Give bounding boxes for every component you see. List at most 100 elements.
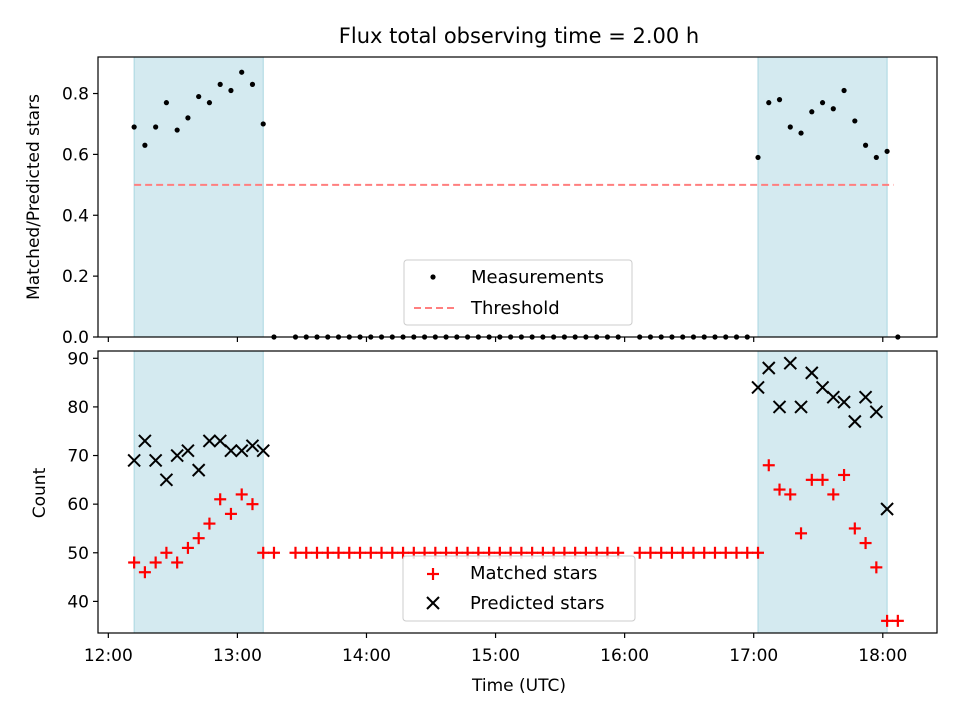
predicted-stars-point — [869, 405, 884, 419]
predicted-stars-point — [837, 395, 851, 409]
matched-stars-point — [300, 546, 313, 559]
legend-measurements-label: Measurements — [471, 267, 604, 288]
x-tick-label: 18:00 — [858, 646, 907, 666]
matched-stars-point — [246, 498, 259, 511]
y-ticks-ratio: 0.0 0.2 0.4 0.6 0.8 — [62, 85, 98, 348]
matched-stars-point — [784, 488, 797, 501]
predicted-stars-point — [794, 400, 808, 414]
y-tick-label: 70 — [67, 447, 89, 467]
predicted-stars-point — [213, 434, 227, 448]
matched-stars-point — [128, 556, 141, 569]
measurement-point — [798, 130, 804, 136]
legend-matched-marker — [427, 568, 439, 580]
x-tick-label: 13:00 — [213, 646, 262, 666]
predicted-stars-point — [127, 453, 141, 468]
matched-stars-point — [795, 527, 808, 540]
measurement-point — [776, 97, 783, 103]
x-tick-label: 17:00 — [729, 646, 778, 666]
measurement-points — [131, 69, 901, 340]
matched-stars-point — [332, 546, 345, 559]
matched-stars-point — [644, 546, 657, 559]
matched-stars-point — [160, 546, 173, 559]
measurement-point — [153, 124, 159, 130]
matched-stars-point — [375, 546, 388, 559]
y-tick-label: 0.0 — [62, 328, 89, 348]
measurement-point — [809, 109, 815, 115]
y-tick-label: 40 — [67, 592, 89, 612]
x-tick-label: 14:00 — [342, 646, 391, 666]
predicted-stars-point — [202, 434, 217, 448]
matched-stars-point — [741, 546, 754, 559]
matched-stars-point — [708, 546, 721, 559]
matched-stars-point — [149, 556, 162, 569]
matched-stars-point — [257, 546, 270, 559]
predicted-stars-point — [234, 443, 249, 458]
x-ticks-top — [107, 337, 884, 342]
measurement-point — [787, 124, 793, 130]
matched-stars-point — [891, 614, 904, 627]
measurement-point — [217, 81, 223, 87]
measurement-point — [163, 100, 170, 106]
matched-stars-point — [203, 517, 216, 530]
measurement-point — [228, 87, 234, 94]
matched-stars-point — [181, 541, 194, 554]
y-tick-label: 0.8 — [62, 85, 89, 105]
legend-bottom: Matched stars Predicted stars — [402, 555, 636, 622]
measurement-point — [174, 127, 180, 133]
legend-predicted-label: Predicted stars — [470, 593, 604, 614]
flux-ratio-panel: Flux total observing time = 2.00 h Match… — [24, 24, 938, 348]
predicted-stars-point — [148, 453, 163, 468]
matched-stars-point — [633, 546, 646, 559]
predicted-stars-point — [826, 390, 841, 404]
predicted-stars-point — [245, 439, 260, 453]
matched-stars-point — [171, 556, 184, 569]
y-axis-label-ratio: Matched/Predicted stars — [24, 94, 44, 300]
measurement-point — [206, 100, 213, 106]
measurement-point — [884, 148, 890, 154]
predicted-stars-point — [224, 443, 238, 458]
matched-stars-point — [687, 546, 700, 559]
measurement-point — [249, 81, 256, 87]
predicted-stars-point — [783, 356, 797, 370]
legend-top: Measurements Threshold — [403, 259, 633, 326]
matched-stars-point — [762, 459, 775, 472]
matched-stars-point — [289, 546, 302, 559]
measurement-point — [841, 87, 847, 94]
matched-stars-point — [665, 546, 678, 559]
matched-stars-point — [730, 546, 743, 559]
legend-matched-label: Matched stars — [470, 563, 597, 584]
y-tick-label: 80 — [67, 398, 89, 418]
y-tick-label: 60 — [67, 495, 89, 515]
matched-stars-point — [224, 507, 237, 520]
y-tick-label: 90 — [67, 349, 89, 369]
observation-window-1 — [134, 57, 264, 337]
legend-threshold-label: Threshold — [470, 298, 560, 319]
measurement-point — [873, 154, 879, 161]
matched-stars-point — [698, 546, 711, 559]
predicted-stars-point — [191, 463, 206, 477]
matched-stars-point — [267, 546, 280, 559]
matched-stars-point — [752, 546, 765, 559]
measurement-point — [819, 100, 826, 106]
plot-frame-top — [97, 56, 938, 338]
legend-predicted-marker — [426, 596, 440, 610]
y-tick-label: 0.2 — [62, 267, 89, 287]
matched-stars-point — [192, 532, 205, 545]
predicted-stars-point — [181, 443, 195, 458]
matched-stars-point — [870, 561, 883, 574]
chart-title: Flux total observing time = 2.00 h — [339, 24, 699, 48]
matched-stars-point — [321, 546, 334, 559]
matched-stars-point — [364, 546, 377, 559]
predicted-stars-point — [762, 361, 776, 375]
predicted-stars-point — [772, 400, 787, 414]
measurement-point — [852, 118, 858, 124]
y-tick-label: 50 — [67, 544, 89, 564]
x-tick-label: 15:00 — [471, 646, 520, 666]
matched-stars-point — [816, 473, 829, 486]
measurement-point — [196, 93, 202, 100]
predicted-stars-point — [170, 448, 184, 463]
matched-stars-point — [827, 488, 840, 501]
measurement-point — [755, 154, 761, 161]
predicted-stars-point — [815, 380, 830, 395]
